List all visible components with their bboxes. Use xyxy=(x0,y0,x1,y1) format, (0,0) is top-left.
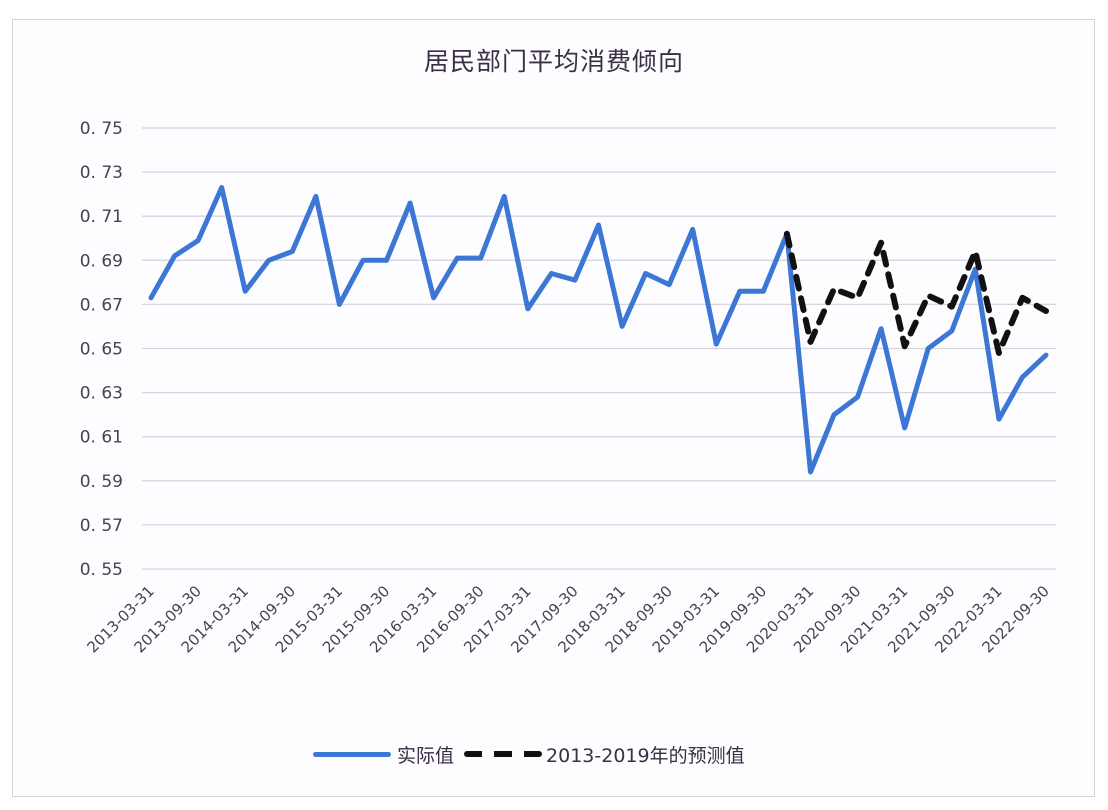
y-tick-label: 0. 65 xyxy=(80,340,123,360)
legend-dashed-line-icon xyxy=(464,751,543,757)
y-tick-label: 0. 67 xyxy=(80,295,123,315)
y-tick-label: 0. 73 xyxy=(80,163,123,183)
y-tick-label: 0. 63 xyxy=(80,384,123,404)
forecast-line xyxy=(783,230,1049,356)
y-tick-label: 0. 57 xyxy=(80,516,123,536)
gridlines xyxy=(142,127,1056,570)
y-tick-label: 0. 59 xyxy=(80,472,123,492)
legend-actual-label: 实际值 xyxy=(397,744,455,767)
y-tick-label: 0. 75 xyxy=(80,119,123,139)
y-tick-label: 0. 61 xyxy=(80,428,123,448)
chart-frame xyxy=(12,19,1095,797)
legend: 实际值 2013-2019年的预测值 xyxy=(313,740,745,768)
legend-forecast-label: 2013-2019年的预测值 xyxy=(546,744,745,767)
y-tick-label: 0. 71 xyxy=(80,207,123,227)
chart-title: 居民部门平均消费倾向 xyxy=(423,47,684,76)
y-tick-label: 0. 55 xyxy=(80,560,123,580)
y-axis-ticks: 0. 75 0. 73 0. 71 0. 69 0. 67 0. 65 0. 63 0. 61… xyxy=(80,119,123,580)
series-lines xyxy=(148,185,1049,475)
legend-solid-line-icon xyxy=(313,751,391,757)
actual-line xyxy=(148,185,1049,475)
x-axis-ticks: 2013-03-312013-09-302014-03-312014-09-30… xyxy=(83,582,1052,656)
y-tick-label: 0. 69 xyxy=(80,251,123,271)
